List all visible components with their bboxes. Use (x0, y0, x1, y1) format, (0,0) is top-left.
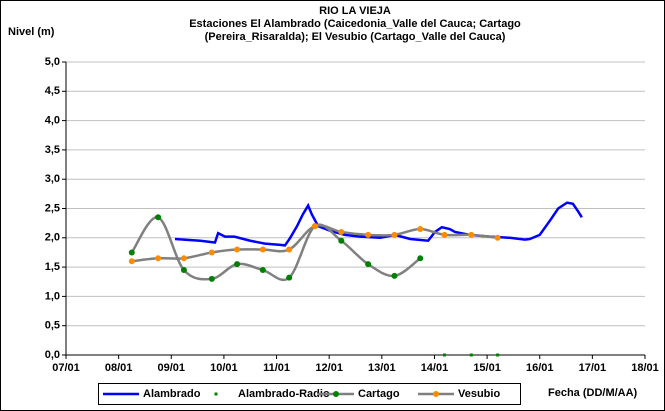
marker (338, 237, 345, 244)
marker (286, 246, 293, 253)
legend (98, 383, 521, 405)
marker (391, 272, 398, 279)
y-tick-label: 3,5 (45, 144, 60, 156)
y-tick-label: 4,0 (45, 115, 60, 127)
x-tick-label: 07/01 (52, 362, 80, 374)
marker (180, 255, 187, 262)
marker (155, 255, 162, 262)
marker (155, 214, 162, 221)
marker (208, 249, 215, 256)
legend-label: Vesubio (458, 388, 500, 400)
x-tick-label: 13/01 (368, 362, 396, 374)
marker (259, 246, 266, 253)
y-tick-label: 2,5 (45, 202, 60, 214)
chart-subtitle: (Pereira_Risaralda); El Vesubio (Cartago… (205, 31, 506, 43)
y-tick-label: 1,5 (45, 261, 60, 273)
y-tick-label: 1,0 (45, 290, 60, 302)
series-line (174, 201, 583, 247)
y-tick-label: 3,0 (45, 173, 60, 185)
legend-marker (433, 391, 439, 397)
x-tick-label: 14/01 (421, 362, 449, 374)
marker (441, 231, 448, 238)
y-axis-label: Nivel (m) (8, 26, 55, 38)
marker (469, 353, 473, 357)
chart-title: RIO LA VIEJA (319, 5, 391, 17)
legend-label: Alambrado-Radio (238, 388, 330, 400)
x-tick-label: 08/01 (105, 362, 133, 374)
x-tick-label: 18/01 (631, 362, 659, 374)
x-tick-label: 10/01 (210, 362, 238, 374)
legend-label: Cartago (358, 388, 400, 400)
y-tick-label: 0,5 (45, 320, 60, 332)
x-tick-label: 09/01 (158, 362, 186, 374)
marker (259, 267, 266, 274)
marker (128, 258, 135, 265)
x-axis-label: Fecha (DD/M/AA) (548, 387, 638, 399)
marker (311, 223, 318, 230)
marker (417, 255, 424, 262)
marker (286, 274, 293, 281)
marker (391, 231, 398, 238)
marker (442, 353, 446, 357)
marker (180, 267, 187, 274)
marker (494, 234, 501, 241)
marker (365, 261, 372, 268)
legend-marker (214, 392, 218, 396)
marker (208, 275, 215, 282)
chart-subtitle: Estaciones El Alambrado (Caicedonia_Vall… (189, 18, 521, 30)
marker (496, 353, 500, 357)
marker (128, 249, 135, 256)
y-tick-label: 0,0 (45, 349, 60, 361)
marker (338, 228, 345, 235)
marker (234, 246, 241, 253)
x-tick-label: 17/01 (579, 362, 607, 374)
y-tick-label: 4,5 (45, 85, 60, 97)
x-tick-label: 11/01 (263, 362, 290, 374)
x-tick-label: 16/01 (526, 362, 554, 374)
x-tick-label: 15/01 (473, 362, 501, 374)
x-tick-label: 12/01 (315, 362, 343, 374)
marker (365, 231, 372, 238)
y-tick-label: 2,0 (45, 232, 60, 244)
marker (417, 226, 424, 233)
marker (234, 261, 241, 268)
legend-marker (333, 391, 339, 397)
legend-label: Alambrado (143, 388, 201, 400)
marker (468, 231, 475, 238)
y-tick-label: 5,0 (45, 56, 60, 68)
